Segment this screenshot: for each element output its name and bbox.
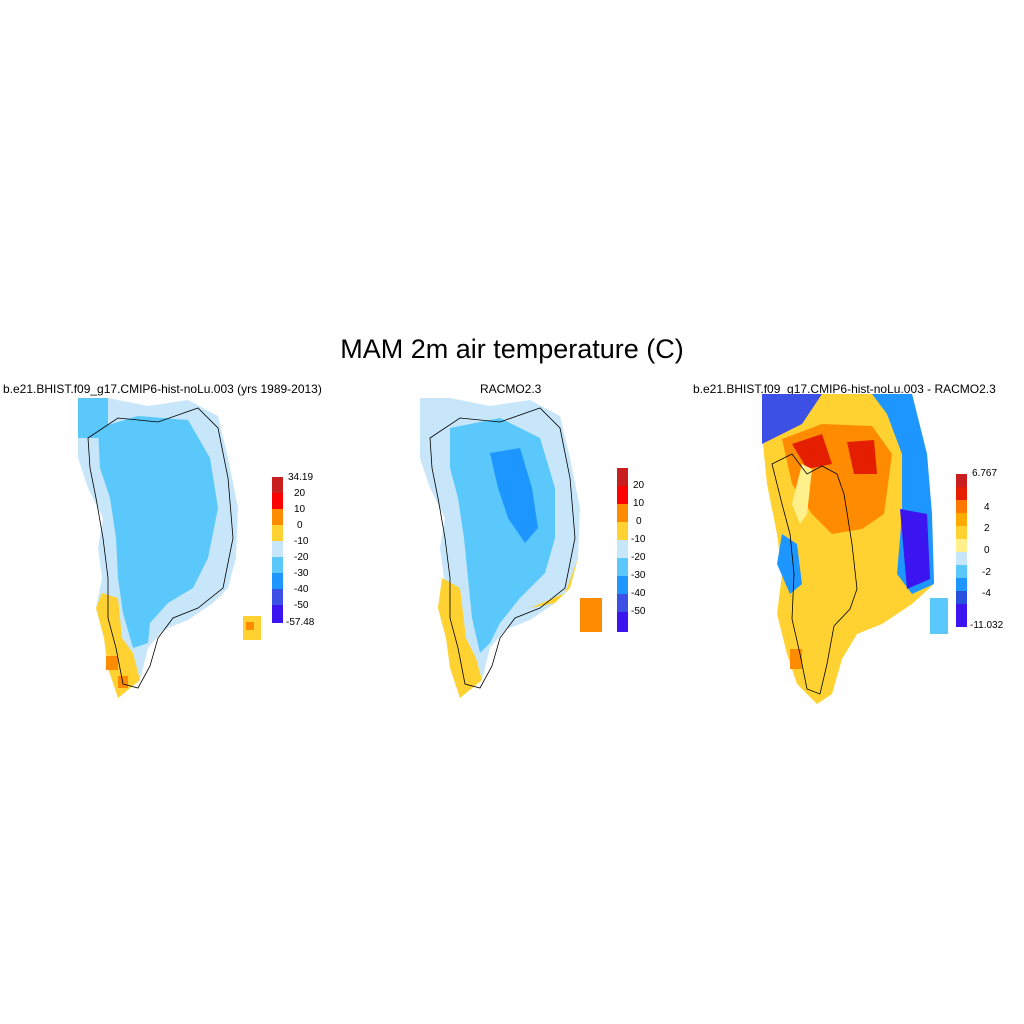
cbar-label: -30 <box>294 568 309 579</box>
panel-3-map <box>762 394 948 704</box>
cbar-label: -40 <box>294 584 309 595</box>
cbar-label: 2 <box>984 523 990 534</box>
cbar-label: -10 <box>631 534 646 545</box>
cbar-label: 10 <box>633 498 645 509</box>
cbar-label: -40 <box>631 588 646 599</box>
figure-title: MAM 2m air temperature (C) <box>340 334 684 364</box>
cbar-label: -2 <box>982 567 991 578</box>
cbar-label: 0 <box>297 520 303 531</box>
panel-1-map <box>78 398 261 698</box>
cbar-label: -20 <box>294 552 309 563</box>
cbar-label: -30 <box>631 570 646 581</box>
cbar-label: 34.19 <box>288 472 314 483</box>
cbar-label: 6.767 <box>972 468 998 479</box>
panel-2-map <box>420 398 602 698</box>
cbar-label: -50 <box>631 606 646 617</box>
cbar-label: -11.032 <box>970 620 1004 631</box>
cbar-label: 0 <box>636 516 642 527</box>
cbar-label: -50 <box>294 600 309 611</box>
cbar-label: 10 <box>294 504 306 515</box>
panel-1-title: b.e21.BHIST.f09_g17.CMIP6-hist-noLu.003 … <box>3 382 322 396</box>
cbar-label: -57.48 <box>286 617 315 628</box>
panel-2-title: RACMO2.3 <box>480 382 542 396</box>
cbar-label: 20 <box>633 480 645 491</box>
cbar-label: 4 <box>984 502 990 513</box>
cbar-label: -20 <box>631 552 646 563</box>
cbar-label: 20 <box>294 488 306 499</box>
cbar-label: -4 <box>982 588 991 599</box>
cbar-label: -10 <box>294 536 309 547</box>
cbar-label: 0 <box>984 545 990 556</box>
panel-3-title: b.e21.BHIST.f09_g17.CMIP6-hist-noLu.003 … <box>693 382 996 396</box>
